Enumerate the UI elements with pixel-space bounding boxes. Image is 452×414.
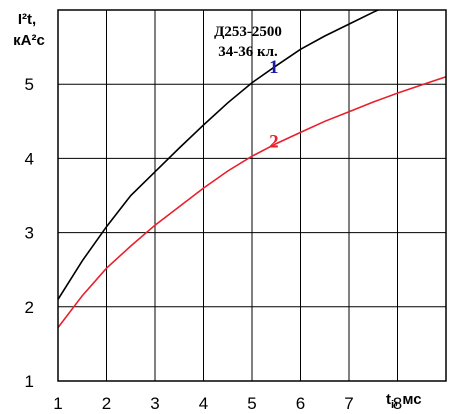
y-tick-label-1: 1 [25,372,34,391]
curve-label-2: 2 [269,131,279,152]
curve-label-1: 1 [269,57,279,78]
x-tick-label-6: 6 [296,394,305,413]
x-tick-label-8: 8 [393,394,402,413]
class-annotation: 34-36 кл. [218,44,278,60]
x-tick-label-7: 7 [344,394,353,413]
series-line-2 [58,76,446,329]
grid-lines [58,10,446,381]
device-annotation: Д253-2500 [214,24,282,40]
x-axis-title-subscript: i [391,399,394,411]
series-lines [58,10,446,329]
x-tick-label-5: 5 [247,394,256,413]
x-tick-label-3: 3 [150,394,159,413]
y-axis-title-line1: I²t, [18,11,36,28]
x-axis-title-main: t [386,391,391,408]
plot-frame [57,9,447,382]
x-tick-label-1: 1 [53,394,62,413]
x-tick-label-4: 4 [199,394,208,413]
y-axis-title-line2: кА²с [13,32,45,49]
y-tick-label-2: 2 [25,298,34,317]
y-tick-label-4: 4 [25,149,34,168]
series-line-1 [58,10,381,300]
curve-labels: 12 [269,57,279,152]
x-axis-title-unit: , мс [394,391,422,408]
y-tick-label-5: 5 [25,75,34,94]
x-axis-title: ti, мс [386,391,422,411]
y-tick-label-3: 3 [25,224,34,243]
tick-labels: 1 2 3 4 5 6 7 8 1 2 3 4 5 [25,75,403,413]
x-tick-label-2: 2 [102,394,111,413]
